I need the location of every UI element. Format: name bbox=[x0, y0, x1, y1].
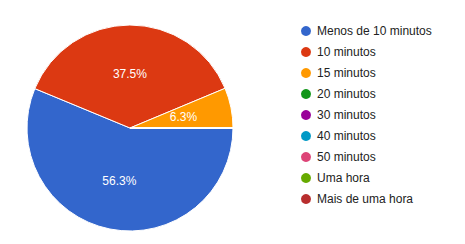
svg-text:6.3%: 6.3% bbox=[170, 110, 198, 124]
svg-text:10 minutos: 10 minutos bbox=[317, 45, 376, 59]
svg-text:Mais de uma hora: Mais de uma hora bbox=[317, 192, 413, 206]
svg-text:15 minutos: 15 minutos bbox=[317, 66, 376, 80]
svg-text:20 minutos: 20 minutos bbox=[317, 87, 376, 101]
svg-text:40 minutos: 40 minutos bbox=[317, 129, 376, 143]
svg-text:50 minutos: 50 minutos bbox=[317, 150, 376, 164]
svg-text:Uma hora: Uma hora bbox=[317, 171, 370, 185]
svg-text:Menos de 10 minutos: Menos de 10 minutos bbox=[317, 24, 432, 38]
svg-text:30 minutos: 30 minutos bbox=[317, 108, 376, 122]
svg-text:56.3%: 56.3% bbox=[102, 174, 136, 188]
svg-text:37.5%: 37.5% bbox=[113, 67, 147, 81]
